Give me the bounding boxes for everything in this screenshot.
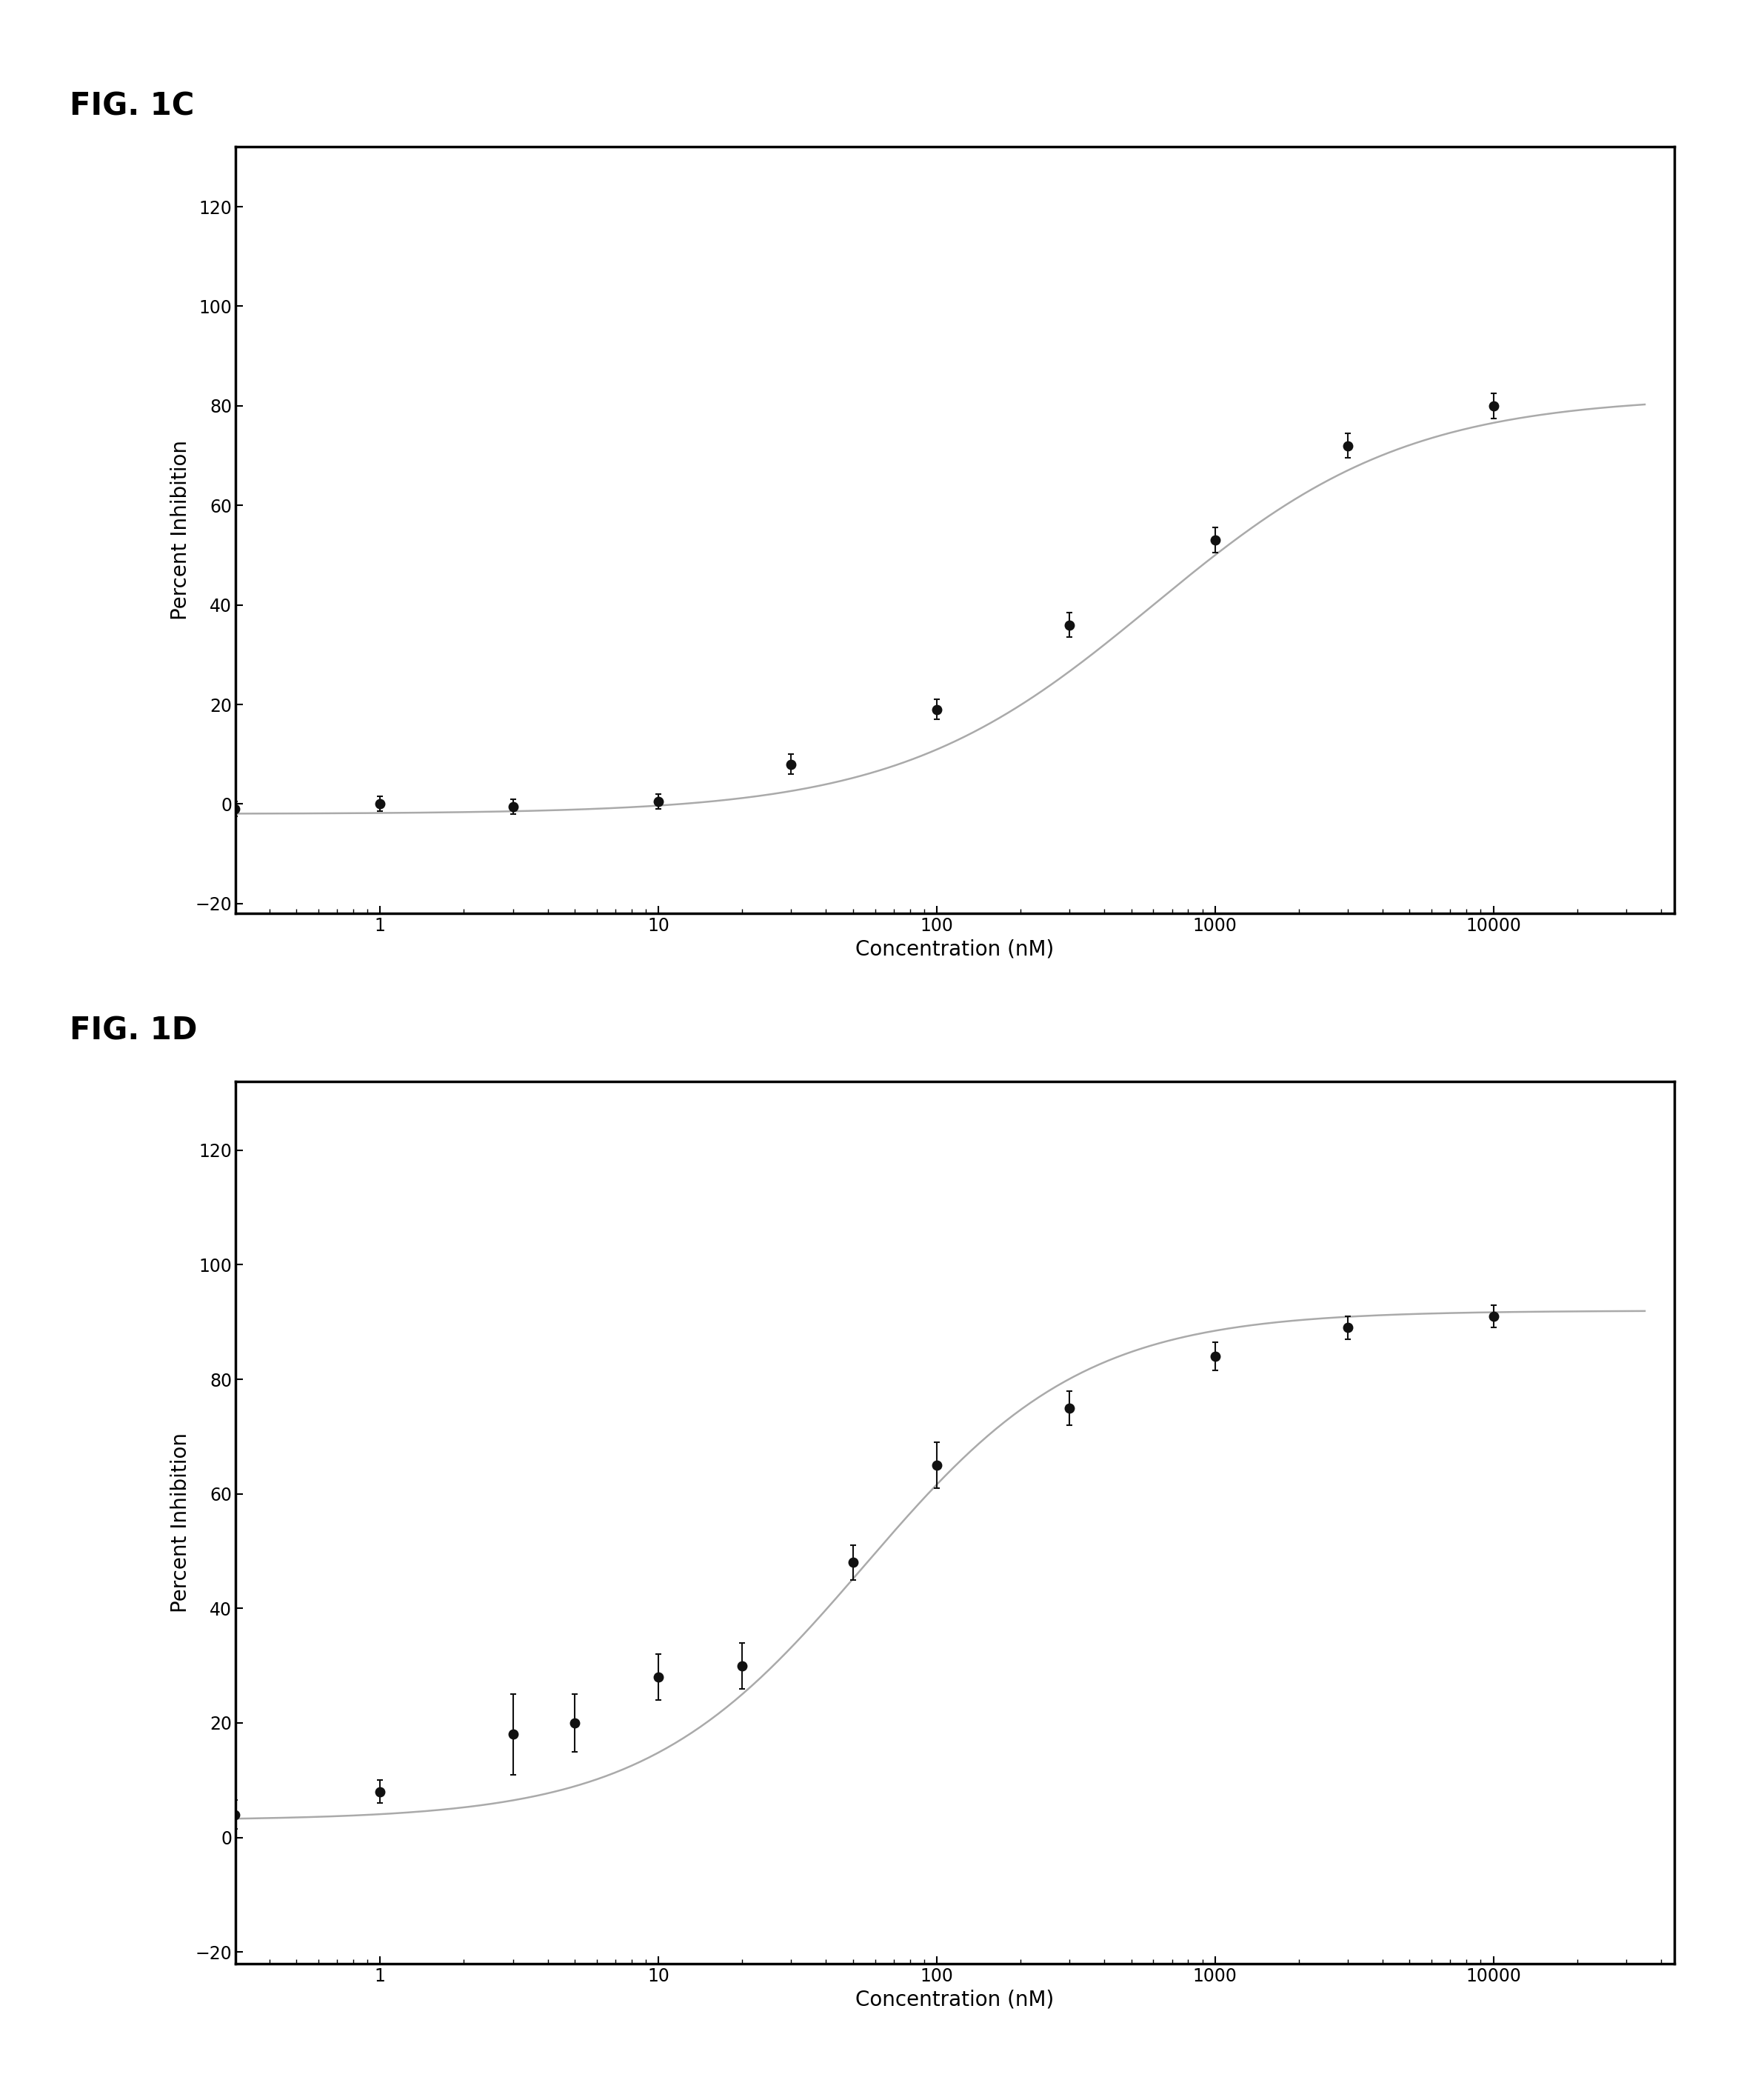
Text: FIG. 1D: FIG. 1D	[70, 1014, 197, 1046]
X-axis label: Concentration (nM): Concentration (nM)	[856, 1989, 1053, 2010]
Text: FIG. 1C: FIG. 1C	[70, 90, 194, 122]
X-axis label: Concentration (nM): Concentration (nM)	[856, 939, 1053, 960]
Y-axis label: Percent Inhibition: Percent Inhibition	[171, 1432, 190, 1613]
Y-axis label: Percent Inhibition: Percent Inhibition	[171, 441, 190, 620]
